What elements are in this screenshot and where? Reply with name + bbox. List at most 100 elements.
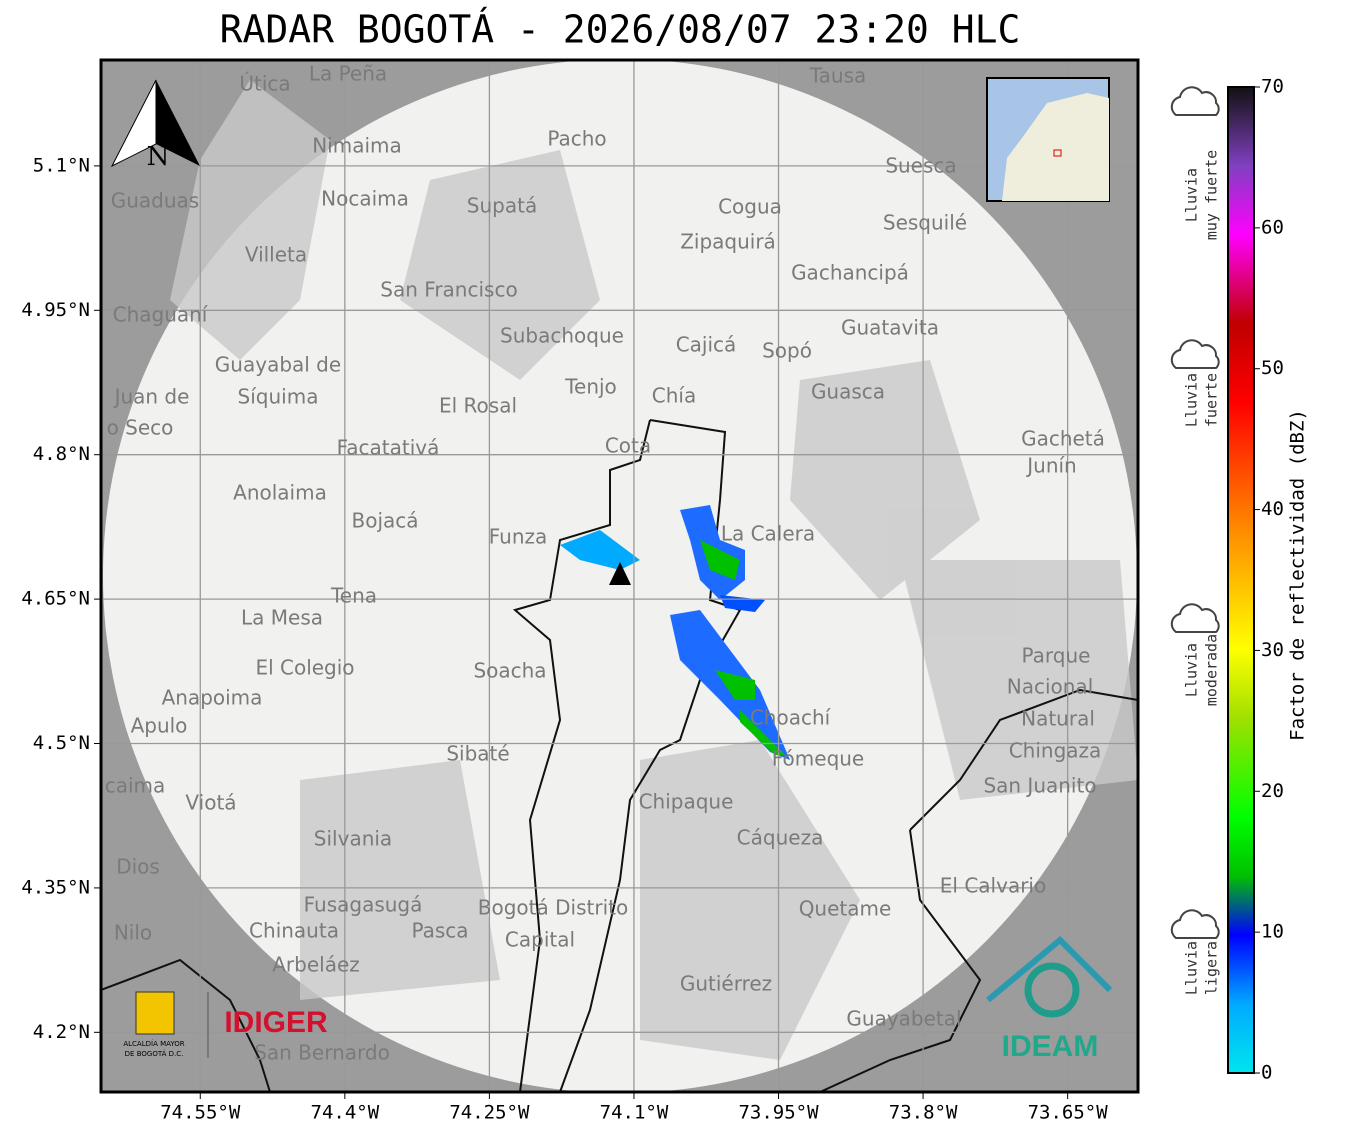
places: La Peña Útica Tausa Pacho Nimaima Nocaima Supa… — [105, 62, 1105, 1065]
place-label: La Calera — [721, 522, 815, 546]
place-label: Fusagasugá — [304, 893, 423, 917]
x-tick-label: 74.1°W — [600, 1102, 669, 1124]
place-label: Nacional — [1007, 675, 1094, 699]
place-label: Guayabal de — [215, 353, 341, 377]
place-label: Cáqueza — [737, 826, 824, 850]
place-label: Suesca — [885, 154, 956, 178]
intensity-icon — [1170, 909, 1220, 939]
place-label: El Rosal — [439, 394, 517, 418]
boundaries — [101, 419, 1138, 1092]
y-tick-label: 4.95°N — [21, 299, 90, 321]
place-label: Bogotá Distrito — [478, 896, 628, 920]
place-label: Chinauta — [249, 919, 339, 943]
intensity-label: muy fuerte — [1203, 150, 1221, 240]
place-label: La Mesa — [241, 606, 323, 630]
place-label: Cogua — [718, 195, 782, 219]
y-tick-label: 5.1°N — [33, 154, 90, 176]
x-tick-label: 73.65°W — [1028, 1102, 1109, 1124]
place-label: Fómeque — [772, 747, 865, 771]
radar-site — [609, 562, 631, 585]
colorbar-tick-label: 50 — [1261, 357, 1284, 379]
place-label: Chipaque — [639, 790, 734, 814]
colorbar-tick-label: 30 — [1261, 639, 1284, 661]
y-tick-label: 4.5°N — [33, 732, 90, 754]
intensity-label: Lluvia — [1183, 941, 1201, 995]
colorbar-tick-label: 60 — [1261, 216, 1284, 238]
place-label: Zipaquirá — [680, 230, 776, 254]
map-frame — [99, 58, 1140, 1094]
radar-echoes — [560, 505, 790, 760]
axes: 74.55°W 74.4°W 74.25°W 74.1°W 73.95°W 73.8°W 7… — [21, 154, 1108, 1123]
place-label: Junín — [1025, 454, 1076, 478]
place-label: Nimaima — [312, 134, 402, 158]
cloud-icon — [1170, 339, 1220, 369]
place-label: Choachí — [750, 706, 832, 730]
place-label: Anapoima — [162, 686, 263, 710]
logo-idiger: IDIGER — [224, 1006, 328, 1039]
north-label: N — [147, 142, 170, 172]
colorbar-label: Factor de reflectividad (dBZ) — [1287, 409, 1309, 741]
place-label: San Juanito — [983, 774, 1096, 798]
place-label: Dios — [116, 855, 160, 879]
place-label: Silvania — [314, 827, 392, 851]
intensity-label: ligera — [1203, 941, 1221, 995]
intensity-icon — [1170, 603, 1220, 633]
colorbar-tick-label: 10 — [1261, 921, 1284, 943]
place-label: Nilo — [114, 921, 152, 945]
place-label: caima — [105, 774, 166, 798]
intensity-label: fuerte — [1203, 373, 1221, 427]
x-tick-label: 73.8°W — [889, 1102, 958, 1124]
colorbar-tick-label: 40 — [1261, 498, 1284, 520]
place-label: o Seco — [107, 416, 174, 440]
place-label: Guaduas — [111, 189, 199, 213]
place-label: Chingaza — [1009, 739, 1102, 763]
x-tick-label: 74.4°W — [311, 1102, 380, 1124]
place-label: Tausa — [809, 64, 867, 88]
grid — [101, 60, 1138, 1092]
place-label: Guatavita — [841, 316, 939, 340]
colorbar-tick-label: 20 — [1261, 780, 1284, 802]
place-label: Síquima — [238, 385, 319, 409]
cloud-icon — [1170, 909, 1220, 939]
y-tick-label: 4.2°N — [33, 1021, 90, 1043]
colorbar-tick-label: 0 — [1261, 1062, 1272, 1084]
place-label: Sopó — [762, 339, 812, 363]
place-label: Pasca — [411, 919, 468, 943]
terrain — [170, 80, 1138, 1060]
colorbar-tick-label: 70 — [1261, 76, 1284, 98]
place-label: La Peña — [309, 62, 387, 86]
logo-ideam: IDEAM — [986, 935, 1113, 1063]
title: RADAR BOGOTÁ - 2026/08/07 23:20 HLC — [220, 8, 1021, 52]
place-label: Guayabetal — [846, 1007, 961, 1031]
place-label: Facatativá — [337, 436, 440, 460]
place-label: Sesquilé — [883, 211, 967, 235]
logo-text: DE BOGOTÁ D.C. — [125, 1049, 184, 1058]
intensity-label: Lluvia — [1183, 168, 1201, 222]
place-label: Apulo — [131, 714, 188, 738]
logo-ideam-text: IDEAM — [1002, 1030, 1099, 1063]
place-label: Guasca — [811, 380, 885, 404]
place-label: Nocaima — [321, 187, 409, 211]
intensity-label: Lluvia — [1183, 373, 1201, 427]
place-label: Gutiérrez — [680, 972, 772, 996]
place-label: Chía — [652, 384, 696, 408]
map: La Peña Útica Tausa Pacho Nimaima Nocaima Supa… — [101, 60, 1138, 1092]
place-label: Funza — [489, 525, 548, 549]
place-label: Bojacá — [351, 509, 418, 533]
logo-text: ALCALDÍA MAYOR — [123, 1039, 184, 1048]
place-label: Tena — [330, 584, 377, 608]
intensity-icon — [1170, 86, 1220, 116]
x-tick-label: 73.95°W — [738, 1102, 819, 1124]
intensity-label: moderada — [1203, 634, 1221, 706]
place-label: Juan de — [113, 385, 190, 409]
place-label: Natural — [1021, 707, 1095, 731]
y-tick-label: 4.8°N — [33, 443, 90, 465]
place-label: Quetame — [799, 897, 892, 921]
place-label: El Calvario — [940, 874, 1046, 898]
place-label: Gachancipá — [791, 261, 909, 285]
place-label: Viotá — [185, 791, 236, 815]
place-label: Anolaima — [233, 481, 327, 505]
place-label: Parque — [1022, 644, 1091, 668]
